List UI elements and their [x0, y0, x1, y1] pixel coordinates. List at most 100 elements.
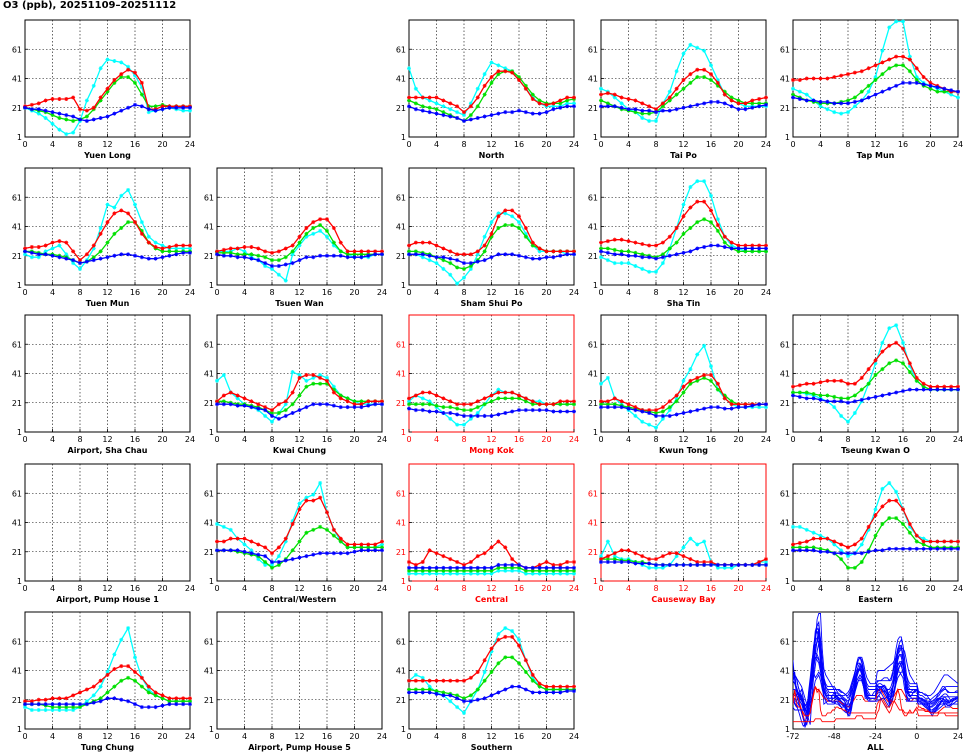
data-point-day2 — [112, 684, 117, 689]
data-point-day1 — [105, 202, 110, 207]
data-point-day1 — [475, 86, 480, 91]
y-tick-label: 61 — [204, 340, 214, 349]
data-point-day3 — [921, 539, 926, 544]
data-point-day1 — [797, 89, 802, 94]
x-tick-label: 24 — [953, 584, 963, 593]
data-point-day1 — [304, 495, 309, 500]
data-point-day3 — [448, 101, 453, 106]
data-point-day3 — [64, 696, 69, 701]
data-point-day3 — [873, 358, 878, 363]
data-point-day4 — [91, 700, 96, 705]
data-point-day4 — [78, 117, 82, 122]
data-point-day4 — [811, 548, 816, 553]
data-point-day3 — [78, 258, 82, 263]
y-tick-label: 61 — [396, 193, 406, 202]
data-point-day4 — [530, 690, 535, 695]
data-point-day4 — [544, 408, 549, 413]
data-point-day2 — [852, 95, 857, 100]
data-point-day4 — [181, 105, 186, 110]
data-point-day4 — [935, 85, 940, 90]
data-point-day2 — [455, 406, 460, 411]
data-point-day4 — [160, 703, 165, 708]
data-point-day4 — [242, 403, 247, 408]
y-tick-label: 61 — [588, 45, 598, 54]
x-tick-label: 20 — [157, 584, 167, 593]
data-point-day3 — [935, 539, 940, 544]
data-point-day4 — [654, 110, 658, 115]
data-point-day2 — [797, 545, 802, 550]
data-point-day1 — [517, 220, 521, 225]
x-tick-label: 0 — [406, 732, 411, 741]
data-point-day4 — [818, 397, 823, 402]
data-point-day4 — [674, 252, 679, 257]
x-tick-label: 24 — [761, 288, 771, 297]
data-point-day1 — [647, 118, 652, 123]
data-point-day4 — [811, 98, 816, 103]
data-point-day1 — [311, 492, 316, 497]
data-point-day3 — [565, 249, 570, 254]
data-point-day2 — [50, 113, 55, 118]
data-point-day3 — [825, 378, 830, 383]
y-tick-label: 41 — [204, 519, 214, 528]
data-point-day3 — [832, 75, 837, 80]
data-point-day3 — [338, 536, 343, 541]
data-point-day4 — [441, 565, 446, 570]
data-point-day3 — [482, 658, 487, 663]
data-point-day4 — [811, 396, 816, 401]
data-point-day2 — [146, 690, 151, 695]
data-point-day3 — [57, 696, 62, 701]
data-point-day1 — [455, 571, 460, 576]
data-point-day1 — [537, 399, 542, 404]
data-point-day2 — [914, 378, 919, 383]
data-point-day2 — [914, 539, 919, 544]
panel-label: Sha Tin — [667, 299, 701, 308]
panel-label: ALL — [867, 743, 883, 752]
data-point-day1 — [331, 243, 336, 248]
data-point-day3 — [654, 243, 658, 248]
y-tick-label: 61 — [588, 489, 598, 498]
data-point-day3 — [352, 402, 357, 407]
x-tick-label: 24 — [569, 584, 579, 593]
data-point-day1 — [215, 521, 219, 526]
data-point-day1 — [98, 66, 103, 71]
x-tick-label: 4 — [626, 288, 631, 297]
data-point-day2 — [846, 98, 850, 103]
data-point-day1 — [71, 707, 76, 712]
data-point-day3 — [441, 554, 446, 559]
data-point-day4 — [565, 252, 570, 257]
data-point-day2 — [468, 693, 473, 698]
data-point-day1 — [880, 48, 885, 53]
data-point-day4 — [50, 253, 55, 258]
data-point-day2 — [818, 393, 823, 398]
data-point-day4 — [496, 562, 501, 567]
y-tick-label: 41 — [12, 519, 22, 528]
data-point-day3 — [667, 234, 672, 239]
data-point-day4 — [846, 400, 850, 405]
data-point-day4 — [468, 413, 473, 418]
y-tick-label: 1 — [593, 577, 598, 586]
data-point-day3 — [29, 102, 34, 107]
x-tick-label: 16 — [322, 732, 332, 741]
x-tick-label: 4 — [818, 584, 823, 593]
x-tick-label: 20 — [157, 732, 167, 741]
data-point-day1 — [448, 571, 453, 576]
data-point-day3 — [263, 405, 268, 410]
data-point-day4 — [413, 408, 418, 413]
data-point-day2 — [873, 533, 878, 538]
data-point-day3 — [544, 684, 549, 689]
data-point-day3 — [441, 98, 446, 103]
data-point-day1 — [846, 554, 850, 559]
y-tick-label: 61 — [780, 45, 790, 54]
data-point-day4 — [660, 255, 665, 260]
data-point-day1 — [160, 243, 165, 248]
data-point-day2 — [468, 408, 473, 413]
y-tick-label: 61 — [588, 193, 598, 202]
data-point-day1 — [660, 416, 665, 421]
data-point-day2 — [887, 516, 892, 521]
data-point-day4 — [619, 105, 624, 110]
data-point-day2 — [119, 75, 124, 80]
data-point-day2 — [489, 568, 494, 573]
y-tick-label: 21 — [396, 399, 406, 408]
panel-label: Sham Shui Po — [460, 299, 523, 308]
data-point-day3 — [23, 246, 27, 251]
